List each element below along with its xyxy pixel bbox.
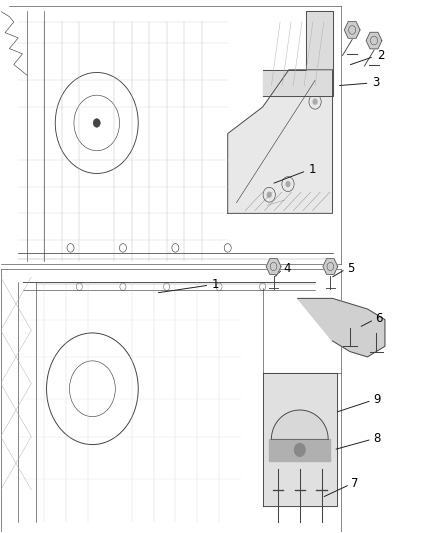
Text: 5: 5	[347, 262, 354, 274]
Text: 2: 2	[377, 49, 385, 62]
Text: 7: 7	[351, 477, 359, 490]
Polygon shape	[269, 439, 330, 461]
Circle shape	[312, 99, 318, 105]
Polygon shape	[297, 298, 385, 357]
Text: 6: 6	[375, 312, 383, 325]
Text: 9: 9	[373, 393, 381, 406]
Circle shape	[267, 191, 272, 198]
Text: 8: 8	[373, 432, 381, 445]
Circle shape	[290, 83, 296, 89]
Polygon shape	[366, 33, 382, 49]
Text: 1: 1	[308, 163, 316, 176]
Polygon shape	[228, 70, 332, 213]
Text: 1: 1	[212, 278, 219, 290]
Polygon shape	[323, 259, 338, 274]
Polygon shape	[266, 259, 281, 274]
Polygon shape	[263, 373, 337, 506]
Polygon shape	[263, 11, 332, 96]
Circle shape	[93, 119, 100, 127]
Text: 3: 3	[372, 76, 379, 88]
Circle shape	[294, 443, 305, 456]
Polygon shape	[344, 22, 360, 38]
Polygon shape	[272, 410, 328, 439]
Text: 4: 4	[284, 262, 291, 274]
Circle shape	[286, 181, 290, 187]
